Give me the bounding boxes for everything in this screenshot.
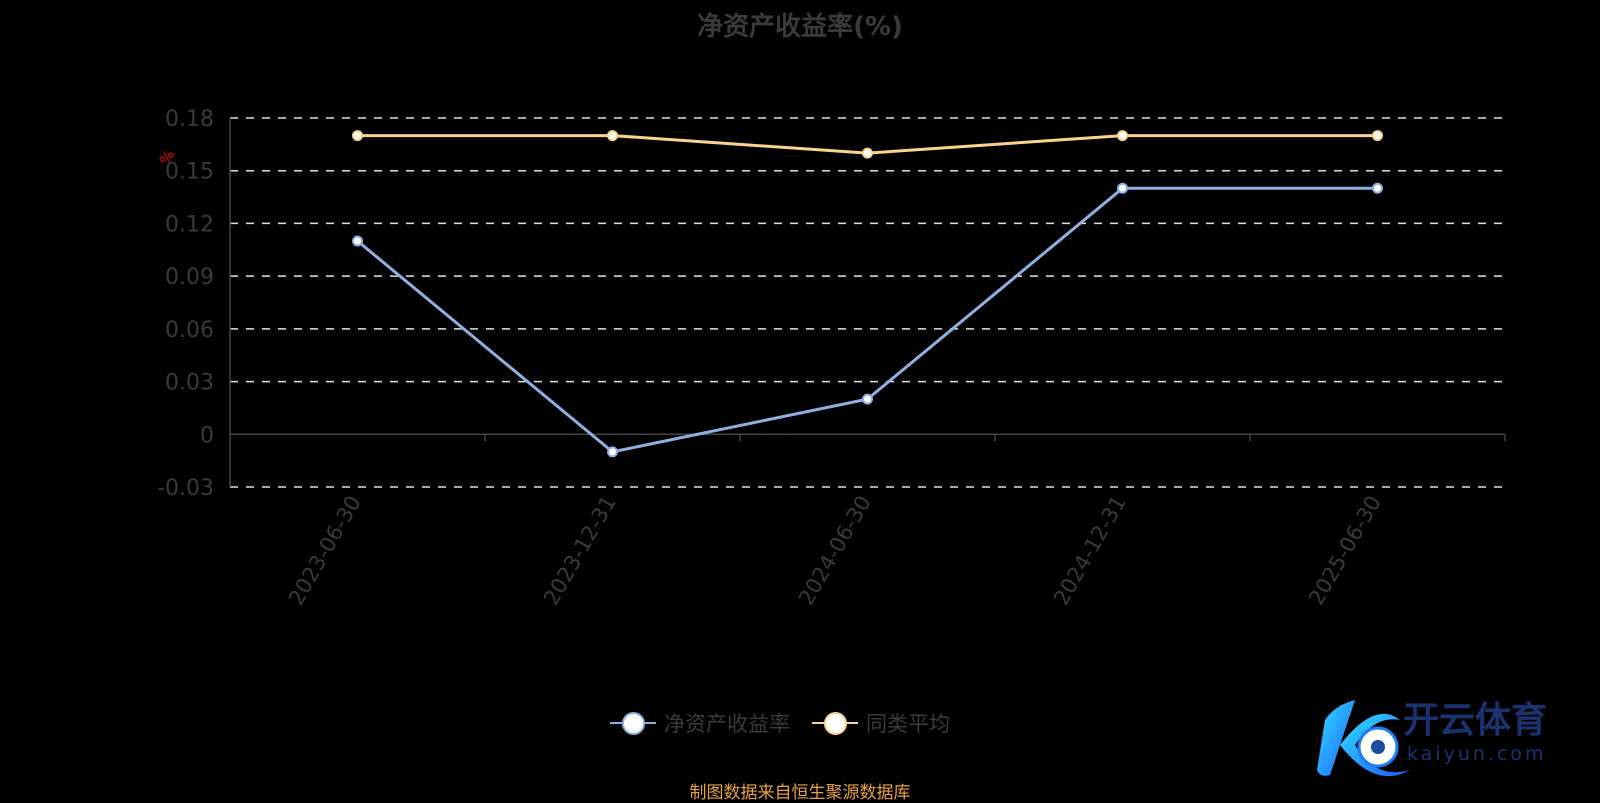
svg-text:开云体育: 开云体育 [1403,700,1547,741]
y-tick-label: 0.06 [165,318,214,343]
data-point [1372,130,1383,142]
data-point [1117,130,1128,142]
data-point [862,147,873,159]
legend-label: 净资产收益率 [664,712,790,736]
data-source-footer: 制图数据来自恒生聚源数据库 [689,783,911,803]
legend-item-roe[interactable]: 净资产收益率 [610,708,790,738]
data-point [352,235,363,247]
y-tick-label: 0.03 [165,371,214,396]
y-tick-label: 0.15 [165,160,214,185]
y-tick-label: -0.03 [157,476,214,501]
y-tick-label: 0.12 [165,212,214,237]
x-tick-label: 2023-06-30 [284,492,366,610]
data-point [862,393,873,405]
data-point [607,130,618,142]
data-point [607,446,618,458]
data-point [352,130,363,142]
series-line [356,186,1378,454]
y-tick-label: 0.18 [165,107,214,132]
legend: 净资产收益率 同类平均 [610,708,950,738]
x-tick-label: 2023-12-31 [539,492,621,610]
x-tick-label: 2024-06-30 [794,492,876,610]
data-point [1372,182,1383,194]
x-tick-label: 2025-06-30 [1304,492,1386,610]
y-tick-label: 0 [200,423,214,448]
chart-title: 净资产收益率(%) [697,12,903,42]
x-tick-label: 2024-12-31 [1049,492,1131,610]
y-tick-label: 0.09 [165,265,214,290]
legend-label: 同类平均 [866,712,950,736]
kaiyun-logo: 开云体育 kaiyun.com [1315,700,1595,780]
legend-item-average[interactable]: 同类平均 [812,708,950,738]
svg-text:kaiyun.com: kaiyun.com [1407,743,1547,765]
data-point [1117,182,1128,194]
